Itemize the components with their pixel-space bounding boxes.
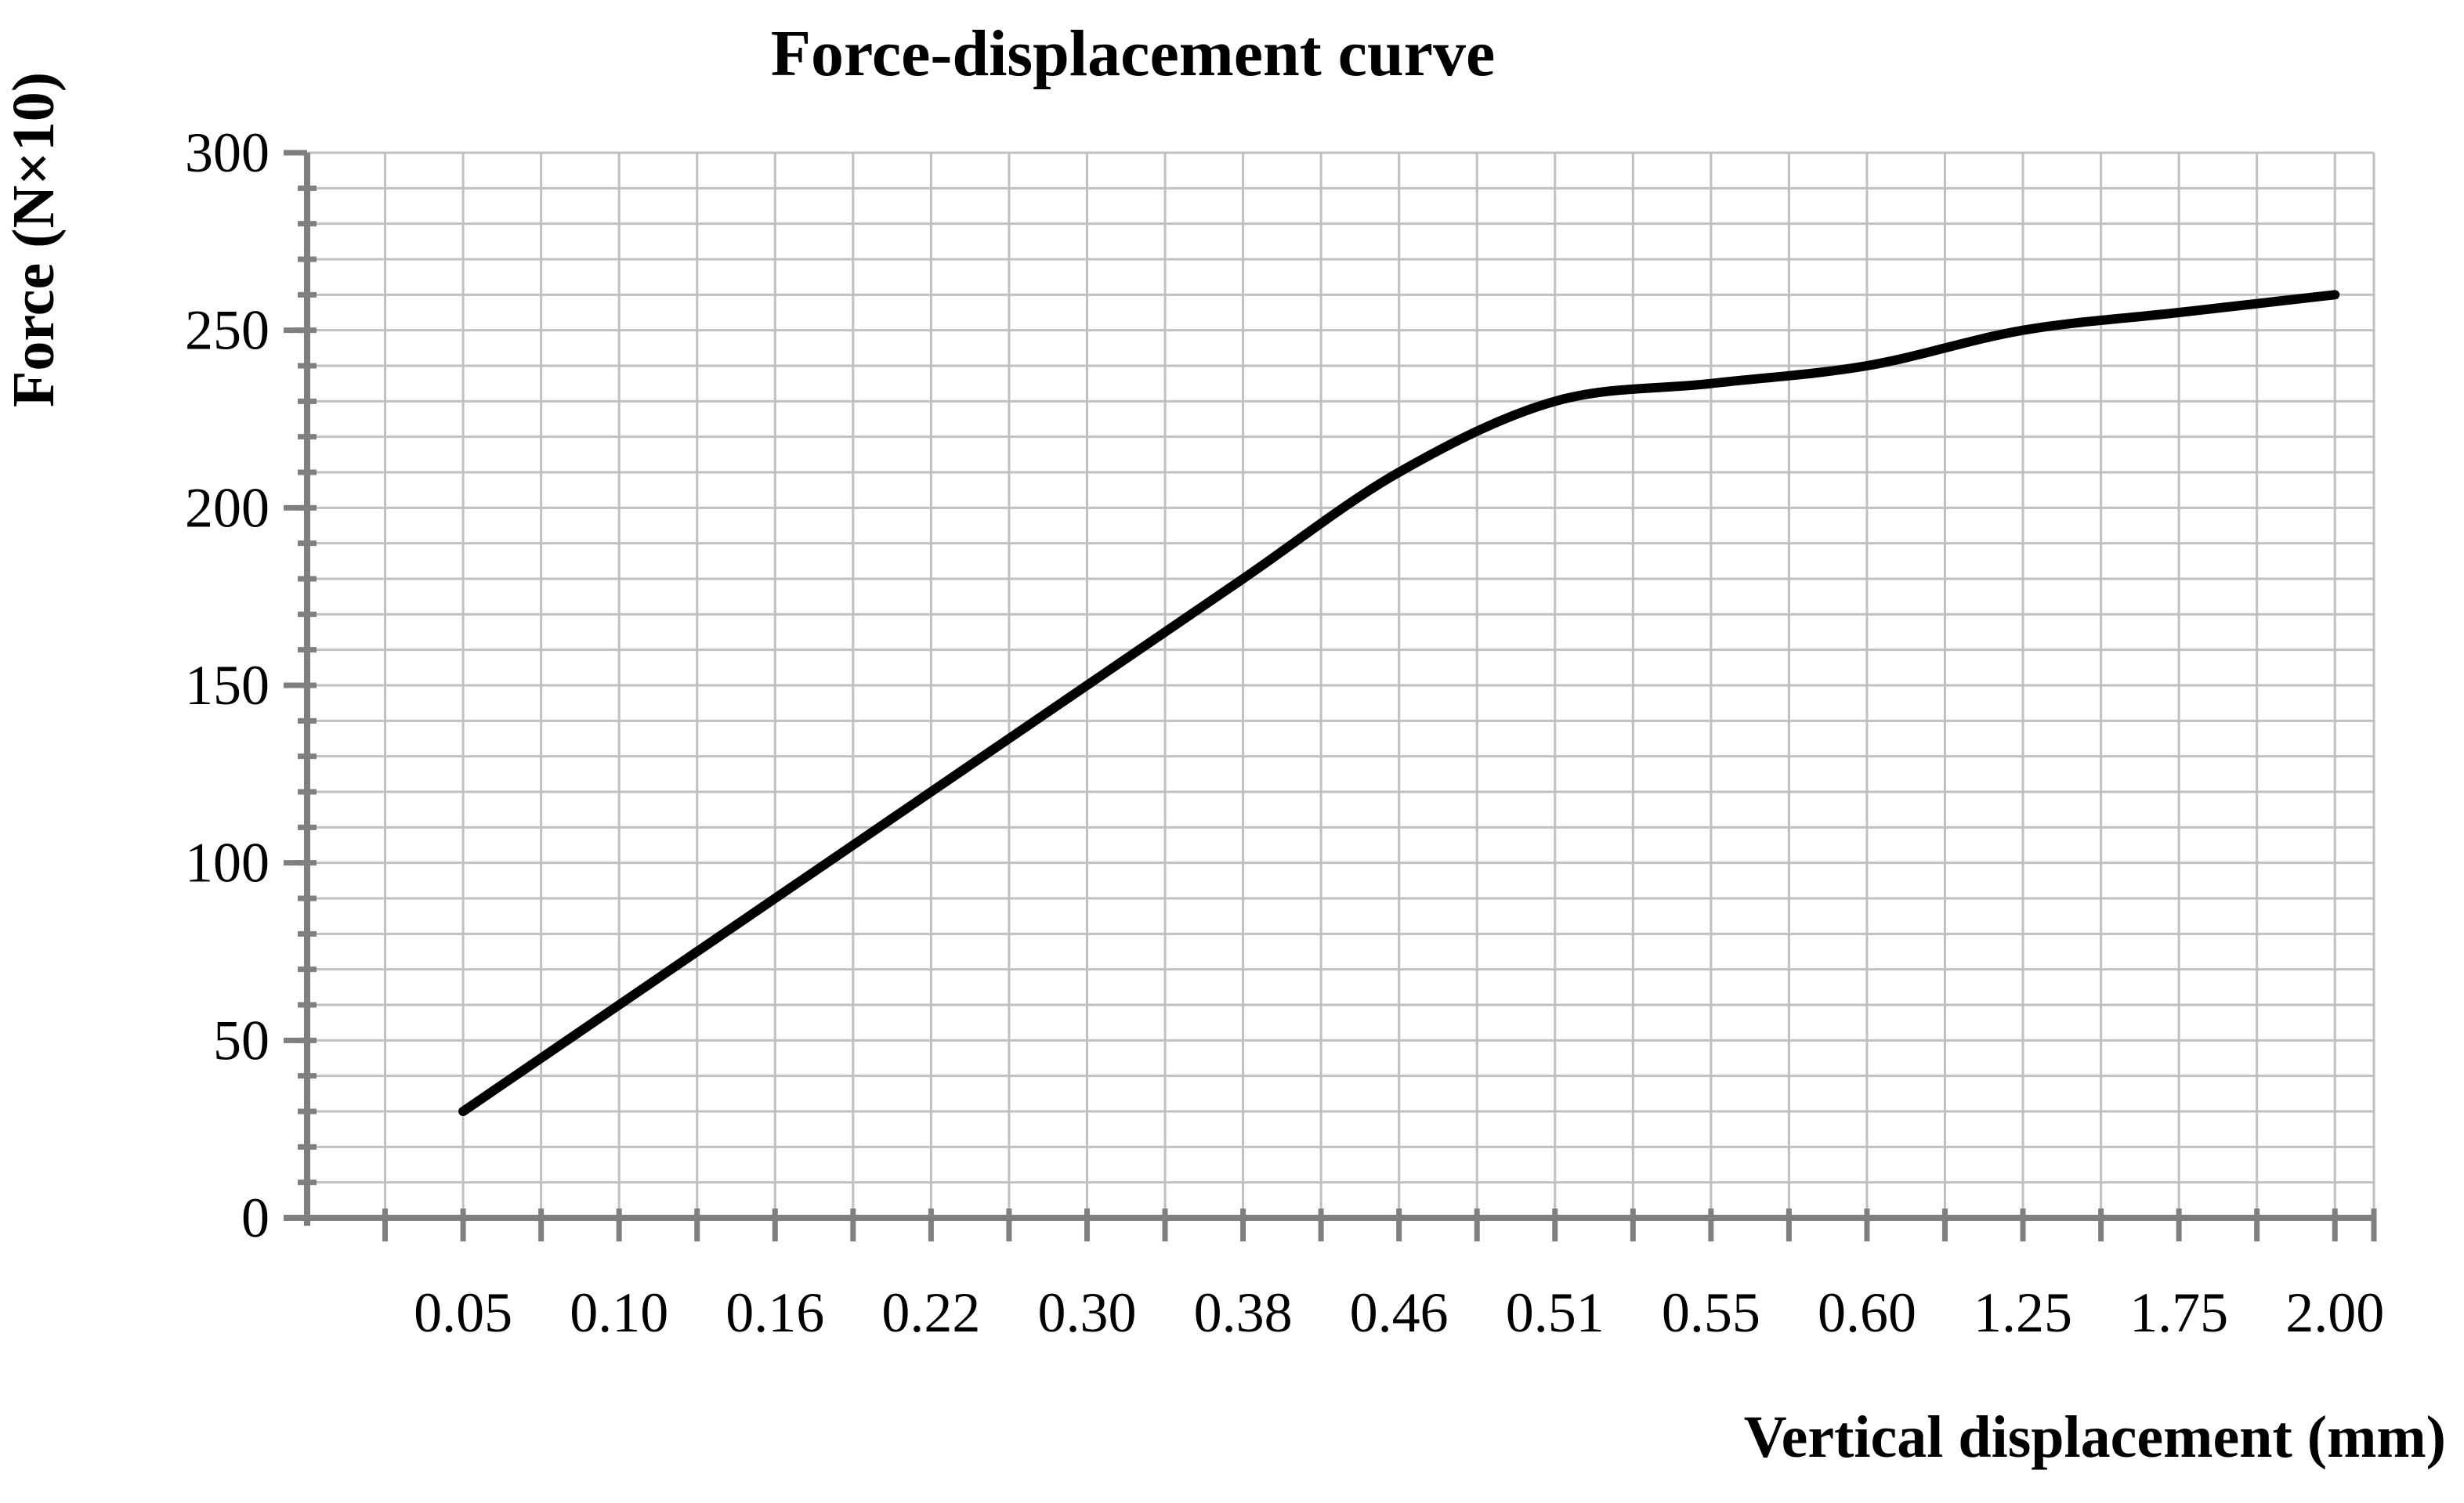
x-tick-label: 0.22	[881, 1281, 980, 1344]
x-tick-label: 0.10	[570, 1281, 668, 1344]
chart-title: Force-displacement curve	[771, 17, 1496, 90]
y-tick-label: 200	[185, 476, 270, 539]
x-tick-label: 0.05	[414, 1281, 512, 1344]
data-point	[2333, 293, 2336, 296]
x-tick-label: 0.30	[1037, 1281, 1136, 1344]
data-point	[1398, 471, 1401, 474]
data-point	[1865, 364, 1869, 367]
data-point	[461, 1110, 465, 1113]
y-tick-label: 150	[185, 654, 270, 717]
data-point	[929, 790, 932, 793]
data-point	[1710, 382, 1713, 385]
y-tick-label: 50	[213, 1009, 270, 1071]
x-tick-label: 1.75	[2129, 1281, 2228, 1344]
grid-layer	[307, 151, 2375, 1218]
data-point	[617, 1003, 621, 1006]
x-tick-label: 0.38	[1194, 1281, 1293, 1344]
data-point	[2177, 311, 2180, 314]
y-axis-title: Force (N×10)	[1, 72, 67, 407]
x-axis-title: Vertical displacement (mm)	[1744, 1404, 2446, 1470]
series-line-0	[458, 290, 2340, 1116]
y-tick-label: 100	[185, 832, 270, 894]
x-tick-label: 1.25	[1974, 1281, 2072, 1344]
y-tick-label: 300	[185, 121, 270, 184]
tick-label-layer: 0 50 100 150 200 250 300 0.05 0.10 0.16 0.22 0.30 0.…	[185, 121, 2384, 1344]
x-tick-label: 0.46	[1350, 1281, 1449, 1344]
data-point	[1085, 684, 1088, 687]
x-tick-label: 0.16	[725, 1281, 824, 1344]
x-tick-label: 2.00	[2285, 1281, 2384, 1344]
data-point	[2021, 329, 2024, 332]
y-tick-label: 250	[185, 299, 270, 362]
series-layer	[458, 290, 2340, 1116]
x-tick-label: 0.51	[1506, 1281, 1605, 1344]
data-point	[1554, 399, 1557, 403]
data-point	[773, 897, 776, 900]
y-tick-label: 0	[241, 1187, 270, 1249]
axis-layer	[284, 150, 2377, 1241]
data-point	[1242, 577, 1245, 580]
x-tick-label: 0.55	[1662, 1281, 1760, 1344]
x-tick-label: 0.60	[1818, 1281, 1916, 1344]
